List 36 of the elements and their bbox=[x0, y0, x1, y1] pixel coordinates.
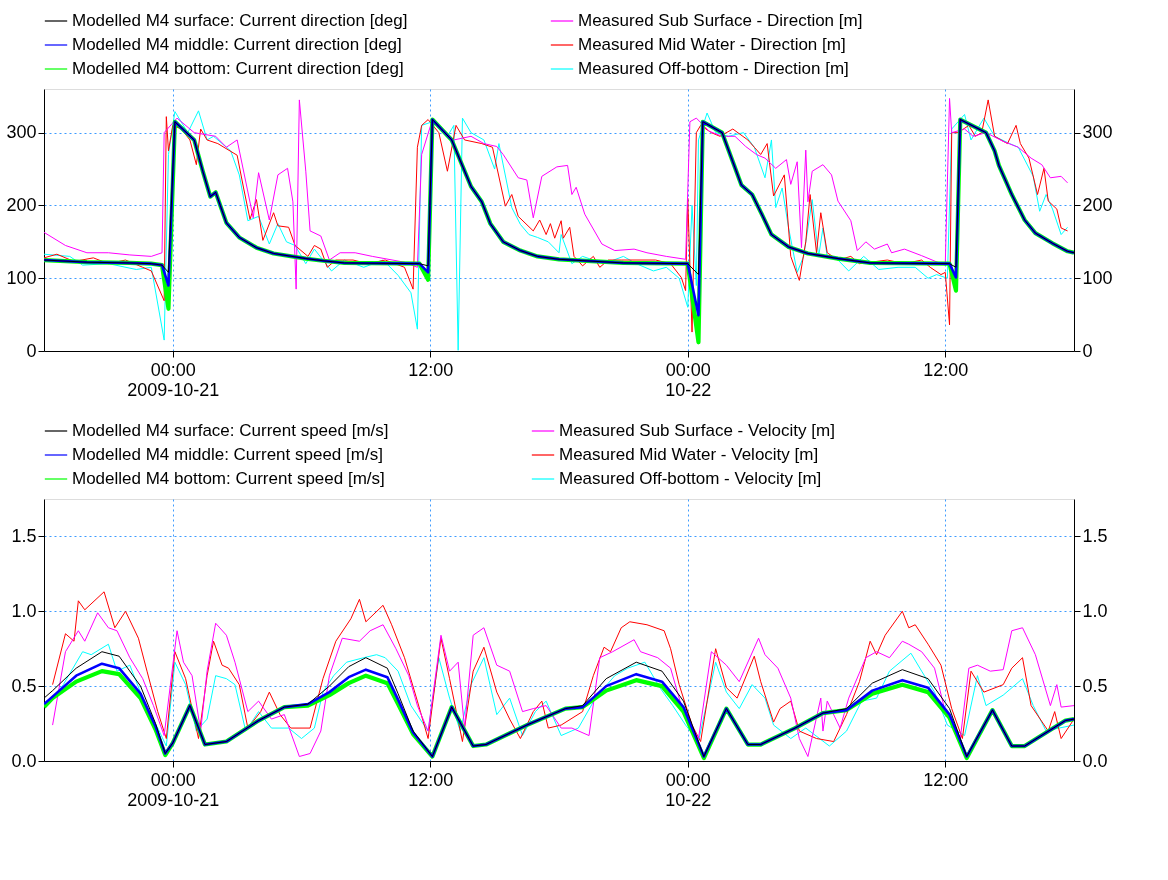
x-tick-label: 00:00 2009-10-21 bbox=[127, 359, 220, 400]
y-tick-label: 1.0 bbox=[11, 600, 37, 621]
y2-tick-label: 1.5 bbox=[1082, 525, 1108, 546]
legend-label: Measured Sub Surface - Direction [m] bbox=[578, 11, 863, 30]
y2-tick-label: 300 bbox=[1082, 122, 1113, 143]
legend-label: Measured Off-bottom - Direction [m] bbox=[578, 59, 849, 78]
x-tick-label: 12:00 bbox=[923, 769, 969, 790]
legend-label: Measured Sub Surface - Velocity [m] bbox=[559, 421, 835, 440]
y-tick-label: 300 bbox=[6, 122, 37, 143]
y-tick-label: 100 bbox=[6, 267, 37, 288]
y2-tick-label: 200 bbox=[1082, 194, 1113, 215]
x-tick-label: 12:00 bbox=[408, 359, 454, 380]
y-tick-label: 1.5 bbox=[11, 525, 37, 546]
x-tick-label: 00:00 10-22 bbox=[665, 769, 712, 810]
y2-tick-label: 1.0 bbox=[1082, 600, 1108, 621]
x-tick-label: 00:00 2009-10-21 bbox=[127, 769, 220, 810]
x-tick-label: 12:00 bbox=[923, 359, 969, 380]
y-tick-label: 0.5 bbox=[11, 675, 37, 696]
y-tick-label: 0 bbox=[26, 340, 37, 361]
legend-label: Modelled M4 surface: Current direction [deg] bbox=[72, 11, 408, 30]
legend-label: Modelled M4 middle: Current direction [deg] bbox=[72, 35, 402, 54]
legend-label: Modelled M4 bottom: Current speed [m/s] bbox=[72, 469, 385, 488]
y-tick-label: 0.0 bbox=[11, 750, 37, 771]
legend-label: Modelled M4 surface: Current speed [m/s] bbox=[72, 421, 389, 440]
y-tick-label: 200 bbox=[6, 194, 37, 215]
y2-tick-label: 100 bbox=[1082, 267, 1113, 288]
y2-tick-label: 0 bbox=[1082, 340, 1093, 361]
legend-label: Modelled M4 bottom: Current direction [deg] bbox=[72, 59, 404, 78]
x-tick-label: 00:00 10-22 bbox=[665, 359, 712, 400]
x-tick-label: 12:00 bbox=[408, 769, 454, 790]
y2-tick-label: 0.5 bbox=[1082, 675, 1108, 696]
legend-label: Measured Off-bottom - Velocity [m] bbox=[559, 469, 822, 488]
legend-label: Measured Mid Water - Velocity [m] bbox=[559, 445, 819, 464]
legend-label: Measured Mid Water - Direction [m] bbox=[578, 35, 846, 54]
legend-label: Modelled M4 middle: Current speed [m/s] bbox=[72, 445, 383, 464]
y2-tick-label: 0.0 bbox=[1082, 750, 1108, 771]
